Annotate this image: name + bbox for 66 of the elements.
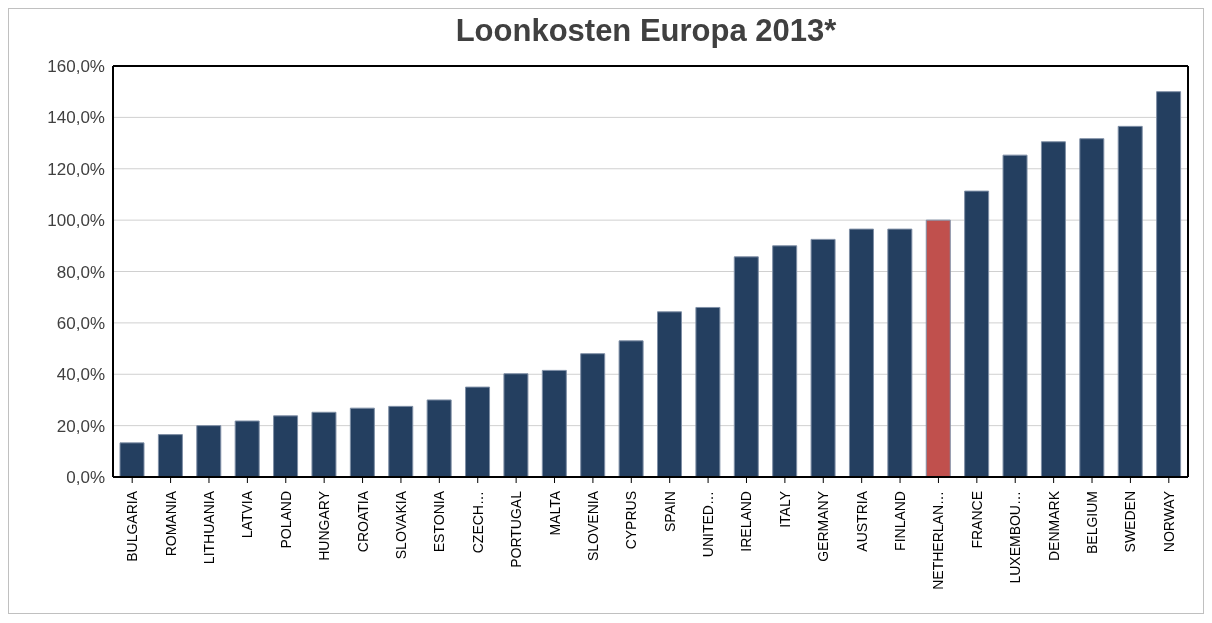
bar	[196, 425, 222, 477]
bar	[618, 340, 644, 477]
x-tick-label: ESTONIA	[431, 490, 448, 553]
x-tick-label: CYPRUS	[623, 491, 640, 550]
x-tick-label: ITALY	[776, 490, 793, 528]
x-tick-label: CROATIA	[354, 490, 371, 553]
chart-title: Loonkosten Europa 2013*	[454, 13, 838, 50]
x-tick-label: NORWAY	[1160, 490, 1177, 553]
x-tick-label: PORTUGAL	[508, 490, 525, 568]
x-tick-label: SLOVENIA	[584, 490, 601, 562]
y-tick-label: 40,0%	[56, 365, 105, 385]
bar	[388, 405, 414, 477]
x-tick-label: BULGARIA	[124, 490, 141, 562]
bar	[772, 245, 798, 477]
y-tick-label: 140,0%	[47, 108, 105, 128]
y-tick-label: 160,0%	[47, 57, 105, 77]
bar	[1117, 125, 1143, 477]
x-tick-label: SLOVAKIA	[392, 490, 409, 560]
x-tick-label: NETHERLAN…	[930, 491, 947, 590]
x-tick-label: FRANCE	[968, 491, 985, 549]
bar	[426, 399, 452, 477]
bar	[273, 415, 299, 477]
bar	[580, 353, 606, 477]
bar	[848, 228, 874, 477]
bar	[234, 420, 260, 477]
bar	[1040, 141, 1066, 477]
x-tick-label: LATVIA	[239, 490, 256, 539]
x-tick-label: POLAND	[277, 491, 294, 549]
x-tick-label: UNITED…	[700, 491, 717, 558]
y-tick-label: 80,0%	[56, 262, 105, 282]
bar	[695, 306, 721, 477]
bar	[157, 434, 183, 477]
bar	[119, 442, 145, 477]
bar	[503, 373, 529, 477]
bar	[964, 190, 990, 477]
bar	[657, 311, 682, 477]
y-tick-label: 60,0%	[56, 313, 105, 333]
x-tick-label: HUNGARY	[316, 490, 333, 561]
bar	[541, 369, 567, 477]
y-tick-label: 20,0%	[56, 416, 105, 436]
bar	[733, 256, 759, 477]
bar	[311, 411, 337, 477]
bar	[1156, 91, 1182, 477]
y-tick-label: 120,0%	[47, 159, 105, 179]
bar	[925, 219, 951, 477]
bar	[1002, 154, 1028, 477]
bar	[810, 238, 836, 477]
x-tick-label: CZECH…	[469, 491, 486, 554]
x-tick-label: BELGIUM	[1084, 491, 1101, 555]
x-tick-label: MALTA	[546, 490, 563, 536]
bar	[465, 386, 491, 477]
x-tick-label: IRELAND	[738, 491, 755, 552]
x-tick-label: ROMANIA	[162, 490, 179, 557]
x-tick-label: SWEDEN	[1122, 491, 1139, 553]
x-tick-label: DENMARK	[1045, 490, 1062, 562]
x-tick-label: LUXEMBOU…	[1007, 491, 1024, 584]
bar	[349, 407, 375, 477]
x-tick-label: SPAIN	[661, 491, 678, 532]
bar	[1079, 138, 1105, 477]
x-tick-label: FINLAND	[892, 491, 909, 551]
y-tick-label: 100,0%	[47, 211, 105, 231]
bar	[887, 228, 913, 477]
y-tick-label: 0,0%	[66, 468, 105, 488]
x-tick-label: GERMANY	[815, 490, 832, 562]
x-tick-label: AUSTRIA	[853, 490, 870, 552]
x-tick-label: LITHUANIA	[200, 490, 217, 565]
